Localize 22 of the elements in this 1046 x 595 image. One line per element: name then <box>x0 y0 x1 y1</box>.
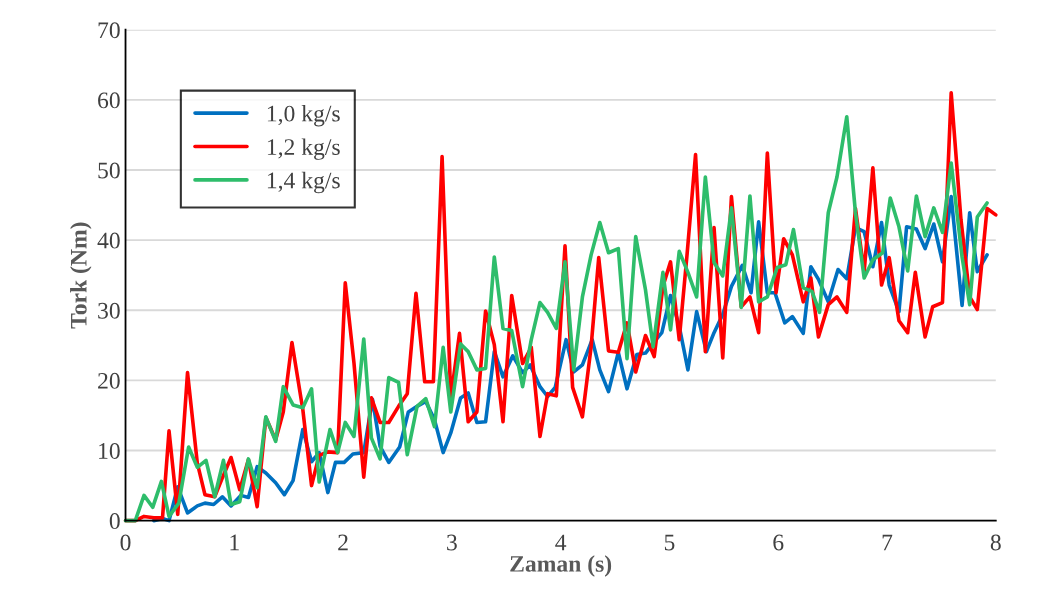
x-tick-label: 2 <box>338 534 348 551</box>
x-tick-label: 5 <box>664 534 675 551</box>
x-tick-label: 0 <box>120 534 131 551</box>
x-tick-label: 8 <box>990 534 1001 551</box>
legend-label: 1,4 kg/s <box>267 171 340 194</box>
x-tick-label: 4 <box>555 534 567 551</box>
y-tick-label: 30 <box>98 302 120 319</box>
x-axis-title: Zaman (s) <box>510 555 612 577</box>
y-tick-label: 10 <box>99 442 120 459</box>
y-tick-label: 40 <box>97 232 120 249</box>
y-tick-label: 20 <box>98 372 120 389</box>
x-tick-label: 1 <box>230 534 239 551</box>
x-tick-label: 7 <box>882 534 893 551</box>
x-tick-label: 6 <box>773 534 784 551</box>
y-tick-label: 50 <box>98 162 120 179</box>
legend-label: 1,0 kg/s <box>267 104 340 127</box>
y-tick-label: 70 <box>98 22 120 39</box>
legend-label: 1,2 kg/s <box>267 138 340 160</box>
y-axis-title: Tork (Nm) <box>70 222 92 329</box>
y-tick-label: 60 <box>98 92 120 109</box>
x-tick-label: 3 <box>447 534 457 551</box>
y-tick-label: 0 <box>109 513 120 530</box>
